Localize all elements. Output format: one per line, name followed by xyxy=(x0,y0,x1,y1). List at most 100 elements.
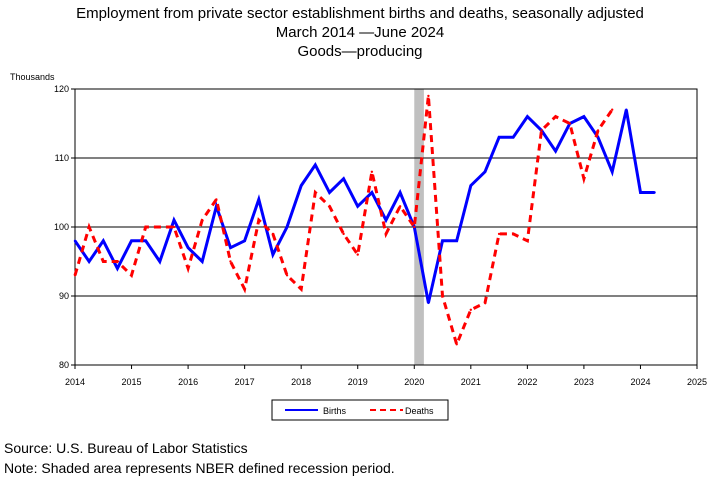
data-point-deaths xyxy=(370,170,374,173)
legend-box xyxy=(271,399,449,421)
data-point-deaths xyxy=(243,287,246,291)
x-tick-label-2024: 2024 xyxy=(630,377,650,387)
data-point-births xyxy=(582,115,586,118)
data-point-deaths xyxy=(540,129,543,132)
data-point-deaths xyxy=(342,232,345,236)
data-point-deaths xyxy=(497,232,501,236)
series-line-deaths xyxy=(73,95,614,349)
data-point-deaths xyxy=(73,274,77,277)
data-point-deaths xyxy=(568,122,571,125)
data-point-deaths xyxy=(130,274,133,277)
data-point-births xyxy=(172,218,176,222)
data-point-deaths xyxy=(610,108,614,111)
data-point-deaths xyxy=(116,260,119,263)
data-point-births xyxy=(455,239,458,242)
data-point-births xyxy=(356,205,359,208)
data-point-births xyxy=(158,260,162,263)
data-point-deaths xyxy=(554,115,557,118)
data-point-deaths xyxy=(201,218,204,222)
data-point-deaths xyxy=(285,274,289,277)
data-point-births xyxy=(639,191,642,194)
y-tick-label-90: 90 xyxy=(59,291,69,301)
data-point-deaths xyxy=(328,205,331,208)
x-tick-label-2023: 2023 xyxy=(574,377,594,387)
chart-title: Employment from private sector establish… xyxy=(76,5,644,22)
data-point-births xyxy=(427,301,430,305)
data-point-births xyxy=(328,191,331,194)
data-point-deaths xyxy=(469,308,473,311)
data-point-births xyxy=(201,260,204,263)
legend: Births Deaths xyxy=(271,399,449,421)
data-point-births xyxy=(342,177,345,180)
data-point-deaths xyxy=(172,225,176,229)
data-point-births xyxy=(271,253,275,256)
data-point-births xyxy=(87,260,91,263)
data-point-deaths xyxy=(102,260,105,263)
data-point-births xyxy=(229,246,232,249)
y-tick-label-120: 120 xyxy=(54,84,69,94)
data-point-deaths xyxy=(158,225,162,229)
data-point-births xyxy=(497,136,501,139)
data-point-deaths xyxy=(144,225,147,229)
data-point-births xyxy=(384,218,388,222)
x-tick-label-2014: 2014 xyxy=(65,377,85,387)
data-point-deaths xyxy=(87,225,91,229)
x-tick-label-2025: 2025 xyxy=(687,377,707,387)
y-tick-label-110: 110 xyxy=(55,153,69,163)
data-point-deaths xyxy=(356,253,359,256)
data-point-births xyxy=(314,163,317,167)
data-point-births xyxy=(653,191,656,194)
data-point-deaths xyxy=(229,260,232,263)
data-point-deaths xyxy=(314,191,317,194)
data-point-births xyxy=(257,198,260,201)
data-point-births xyxy=(102,239,105,242)
legend-births-label: Births xyxy=(323,406,347,416)
footer-note: Note: Shaded area represents NBER define… xyxy=(4,460,395,476)
data-point-births xyxy=(243,239,246,242)
data-point-births xyxy=(398,191,402,194)
data-point-deaths xyxy=(427,94,430,98)
data-point-births xyxy=(441,239,444,242)
data-point-deaths xyxy=(596,129,600,132)
x-tick-label-2018: 2018 xyxy=(291,377,311,387)
x-tick-label-2016: 2016 xyxy=(178,377,198,387)
data-point-deaths xyxy=(483,301,487,305)
data-point-deaths xyxy=(384,232,388,236)
data-point-deaths xyxy=(413,225,416,229)
data-point-deaths xyxy=(257,218,260,222)
chart-subtitle-date-range: March 2014 —June 2024 xyxy=(275,24,445,41)
x-tick-label-2022: 2022 xyxy=(517,377,537,387)
data-point-deaths xyxy=(441,294,444,298)
data-point-births xyxy=(144,239,147,242)
data-point-deaths xyxy=(398,205,402,208)
data-point-births xyxy=(526,115,529,118)
data-point-births xyxy=(469,184,473,187)
chart-subtitle-sector: Goods—producing xyxy=(297,43,423,60)
data-point-deaths xyxy=(215,198,218,201)
data-point-births xyxy=(370,191,374,194)
data-point-births xyxy=(130,239,133,242)
data-point-births xyxy=(285,225,289,229)
data-point-births xyxy=(625,108,628,111)
data-point-deaths xyxy=(526,239,529,242)
data-point-births xyxy=(73,239,77,242)
data-point-births xyxy=(554,149,557,153)
data-point-deaths xyxy=(271,232,275,236)
data-point-births xyxy=(512,136,515,139)
x-tick-label-2021: 2021 xyxy=(461,377,481,387)
x-tick-label-2015: 2015 xyxy=(122,377,142,387)
x-tick-label-2019: 2019 xyxy=(348,377,368,387)
data-point-deaths xyxy=(582,177,586,180)
y-axis-label: Thousands xyxy=(10,72,55,82)
data-point-deaths xyxy=(512,232,515,236)
legend-deaths-label: Deaths xyxy=(405,406,434,416)
y-tick-label-100: 100 xyxy=(54,222,69,232)
data-point-deaths xyxy=(455,343,458,346)
data-point-births xyxy=(610,170,614,173)
data-point-births xyxy=(483,170,487,173)
x-tick-label-2017: 2017 xyxy=(235,377,255,387)
series-line-births xyxy=(73,109,655,304)
data-point-births xyxy=(299,184,303,187)
data-point-deaths xyxy=(299,287,303,291)
